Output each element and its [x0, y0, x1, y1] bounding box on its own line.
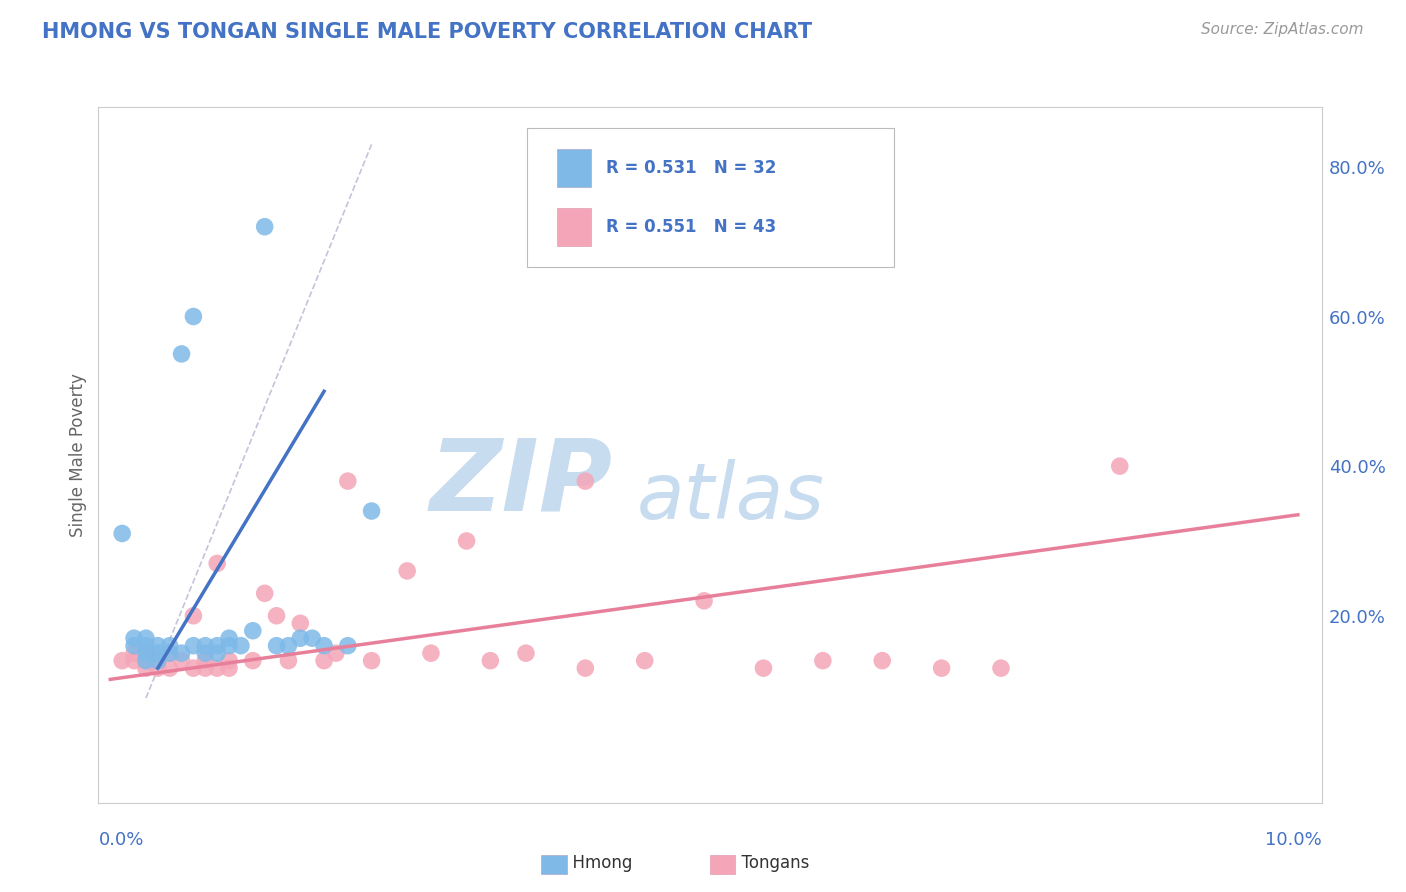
Point	[301, 631, 323, 645]
Point	[811, 654, 834, 668]
Point	[325, 646, 347, 660]
Point	[336, 639, 359, 653]
Text: Hmong: Hmong	[562, 855, 633, 872]
Point	[290, 631, 312, 645]
Point	[574, 661, 596, 675]
Point	[159, 646, 181, 660]
Point	[111, 526, 134, 541]
Text: Tongans: Tongans	[731, 855, 810, 872]
Point	[253, 219, 276, 234]
Point	[146, 654, 169, 668]
Point	[159, 661, 181, 675]
Point	[205, 639, 228, 653]
Text: R = 0.531   N = 32: R = 0.531 N = 32	[606, 160, 776, 178]
Point	[183, 639, 205, 653]
Point	[135, 661, 157, 675]
Y-axis label: Single Male Poverty: Single Male Poverty	[69, 373, 87, 537]
Point	[146, 661, 169, 675]
Point	[183, 608, 205, 623]
Point	[205, 646, 228, 660]
Point	[277, 639, 299, 653]
FancyBboxPatch shape	[557, 149, 592, 187]
Point	[360, 654, 382, 668]
Point	[159, 646, 181, 660]
Point	[111, 654, 134, 668]
Point	[336, 474, 359, 488]
Point	[159, 639, 181, 653]
Point	[931, 661, 953, 675]
Point	[1108, 459, 1130, 474]
Point	[205, 661, 228, 675]
Point	[990, 661, 1012, 675]
Text: Source: ZipAtlas.com: Source: ZipAtlas.com	[1201, 22, 1364, 37]
Point	[277, 654, 299, 668]
Point	[170, 646, 193, 660]
Point	[135, 646, 157, 660]
Point	[290, 616, 312, 631]
Point	[752, 661, 775, 675]
Point	[146, 646, 169, 660]
Point	[242, 624, 264, 638]
Point	[135, 654, 157, 668]
Text: 0.0%: 0.0%	[98, 830, 143, 848]
Point	[218, 661, 240, 675]
FancyBboxPatch shape	[557, 208, 592, 246]
Point	[218, 654, 240, 668]
Point	[122, 654, 145, 668]
Point	[242, 654, 264, 668]
Point	[135, 631, 157, 645]
FancyBboxPatch shape	[526, 128, 894, 267]
Point	[479, 654, 502, 668]
Point	[170, 654, 193, 668]
Point	[194, 661, 217, 675]
Point	[634, 654, 657, 668]
Point	[266, 608, 288, 623]
Point	[135, 654, 157, 668]
Point	[396, 564, 419, 578]
Point	[122, 646, 145, 660]
Point	[194, 646, 217, 660]
Point	[312, 654, 335, 668]
Point	[183, 310, 205, 324]
Text: atlas: atlas	[637, 458, 824, 534]
Point	[122, 631, 145, 645]
Point	[253, 586, 276, 600]
Point	[135, 646, 157, 660]
Text: ZIP: ZIP	[429, 434, 612, 532]
Point	[870, 654, 893, 668]
Point	[194, 639, 217, 653]
Point	[218, 631, 240, 645]
Point	[266, 639, 288, 653]
Point	[229, 639, 252, 653]
Text: 10.0%: 10.0%	[1265, 830, 1322, 848]
Point	[183, 661, 205, 675]
Point	[146, 654, 169, 668]
Point	[360, 504, 382, 518]
Text: R = 0.551   N = 43: R = 0.551 N = 43	[606, 218, 776, 235]
Point	[194, 654, 217, 668]
Point	[456, 533, 478, 548]
Point	[218, 639, 240, 653]
Text: HMONG VS TONGAN SINGLE MALE POVERTY CORRELATION CHART: HMONG VS TONGAN SINGLE MALE POVERTY CORR…	[42, 22, 813, 42]
Point	[170, 347, 193, 361]
Point	[135, 639, 157, 653]
Point	[574, 474, 596, 488]
Point	[205, 557, 228, 571]
Point	[312, 639, 335, 653]
Point	[122, 639, 145, 653]
Point	[693, 594, 716, 608]
Point	[420, 646, 443, 660]
Point	[146, 639, 169, 653]
Point	[515, 646, 537, 660]
